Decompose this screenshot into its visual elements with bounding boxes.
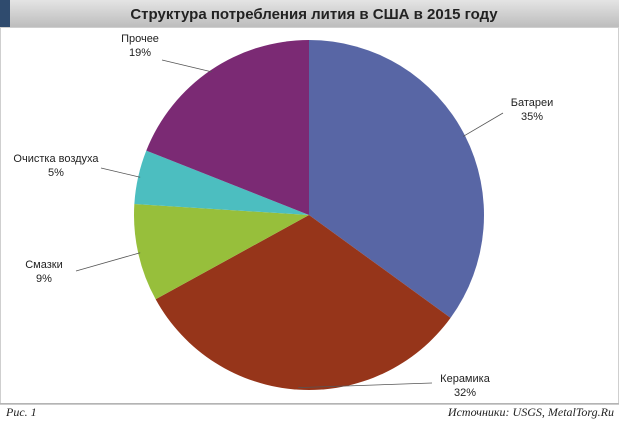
slice-label: Смазки (25, 259, 63, 271)
figure-label: Рис. 1 (5, 405, 37, 419)
pie-slice (155, 215, 451, 390)
chart-title: Структура потребления лития в США в 2015… (130, 6, 498, 23)
pie-slice (134, 204, 309, 300)
title-bar (0, 0, 619, 27)
slice-label: Керамика (440, 373, 491, 385)
pie-slice (134, 150, 309, 215)
source: Источники: USGS, MetalTorg.Ru (447, 405, 614, 419)
leader-line (462, 112, 504, 137)
pie-slice (146, 40, 309, 215)
pie-slice (309, 40, 484, 318)
slice-label: Прочее (121, 33, 159, 45)
leader-line (75, 252, 141, 272)
slice-label: Батареи (511, 97, 554, 109)
value-label: 35% (521, 111, 543, 123)
slice-label: Очистка воздуха (13, 153, 99, 165)
value-label: 32% (454, 387, 476, 399)
leader-line (161, 59, 212, 73)
leader-line (298, 382, 433, 389)
value-label: 5% (48, 167, 64, 179)
value-label: 19% (129, 47, 151, 59)
value-label: 9% (36, 273, 52, 285)
leader-line (100, 167, 141, 178)
title-marker (0, 0, 10, 27)
